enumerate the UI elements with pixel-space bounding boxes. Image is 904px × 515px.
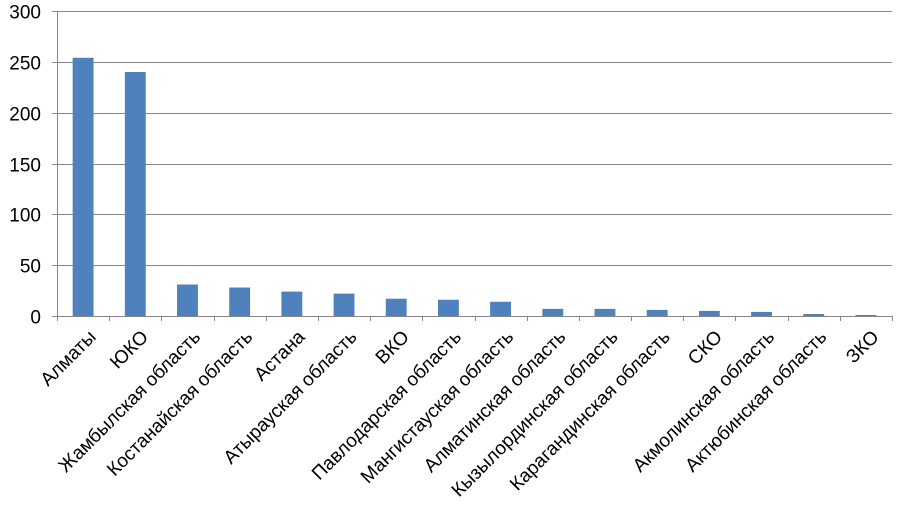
y-tick-label: 100 (9, 206, 41, 227)
x-tick-label: СКО (684, 327, 727, 370)
y-tick-label: 200 (9, 105, 41, 126)
bar (646, 309, 668, 316)
y-tick-label: 50 (20, 257, 41, 278)
bar (698, 310, 720, 316)
bar (72, 57, 94, 317)
gridlines (57, 11, 892, 266)
bar (385, 298, 407, 316)
bar (490, 301, 512, 316)
x-tick-label: ЗКО (842, 327, 883, 368)
bar (751, 311, 772, 316)
bar (855, 314, 877, 316)
y-tick-label: 250 (9, 54, 41, 75)
bar (542, 308, 564, 316)
y-tick-label: 0 (30, 308, 41, 329)
x-tick-label: ЮКО (106, 327, 153, 374)
x-tick-label: ВКО (372, 327, 414, 369)
bar (124, 72, 146, 316)
y-tick-label: 300 (9, 3, 41, 24)
axes (52, 11, 893, 321)
y-tick-labels: 0 50 100 150 200 250 300 (9, 3, 41, 329)
bar (229, 287, 251, 316)
bar (437, 299, 459, 316)
bar (333, 293, 355, 316)
bar (177, 284, 198, 316)
bar (594, 308, 616, 316)
x-tick-label: Алматы (37, 327, 101, 391)
bar (803, 313, 825, 316)
y-tick-label: 150 (9, 156, 41, 177)
bars (72, 57, 877, 317)
bar (281, 291, 303, 316)
